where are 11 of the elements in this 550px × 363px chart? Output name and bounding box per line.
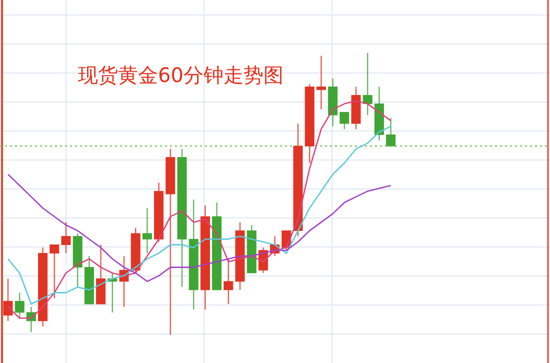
candlestick [14, 292, 24, 319]
candlestick [50, 244, 60, 299]
candlestick [316, 55, 326, 110]
candlestick [61, 222, 71, 254]
title: 现货黄金60分钟走势图 [78, 63, 284, 87]
candlestick [362, 52, 372, 116]
candlestick [142, 208, 152, 254]
candlestick [386, 117, 396, 147]
candlestick [340, 112, 350, 130]
candlestick [224, 258, 234, 305]
candlestick [3, 278, 13, 322]
